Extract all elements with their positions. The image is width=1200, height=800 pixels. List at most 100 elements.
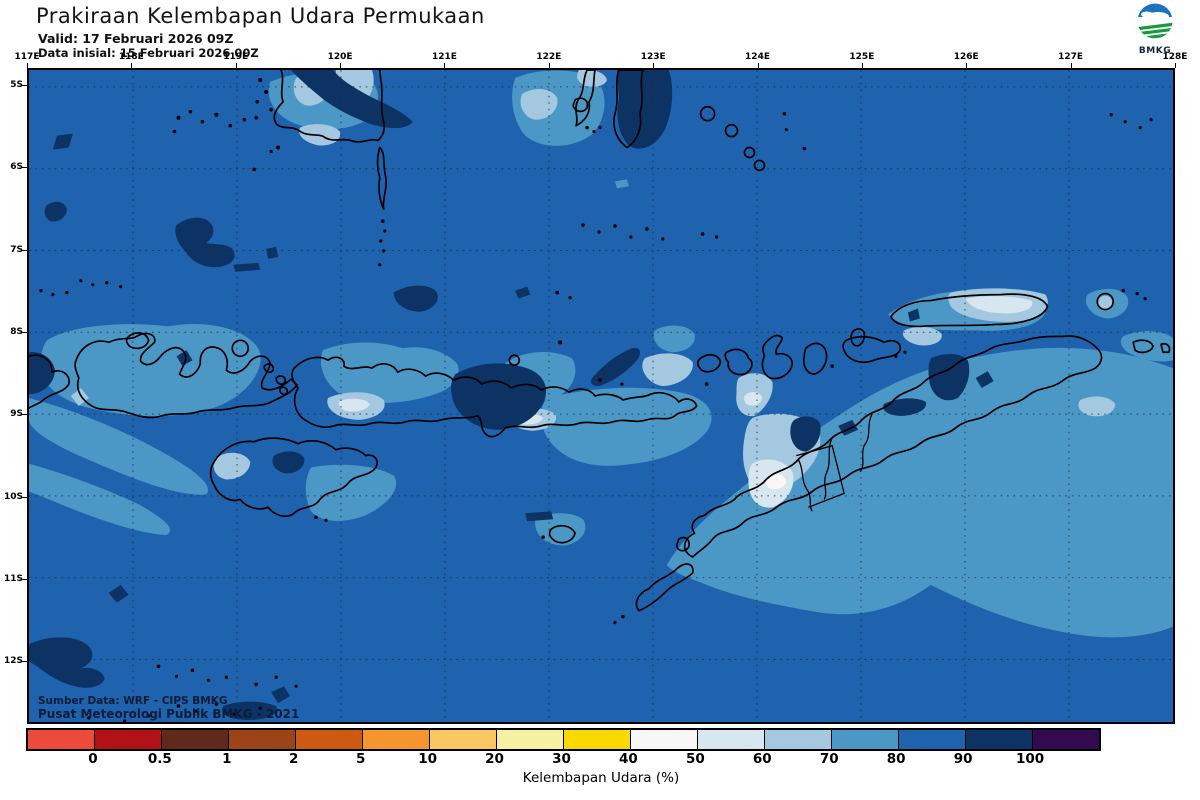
x-axis-tick-label: 126E [953,52,979,62]
colorbar-tick-label: 50 [685,751,705,767]
y-axis-tick [21,414,27,416]
x-axis-tick-label: 121E [431,52,457,62]
y-axis-tick [21,331,27,333]
valid-time-label: Valid: 17 Februari 2026 09Z [38,31,234,46]
colorbar-tick-label: 1 [222,751,232,767]
y-axis-tick [21,249,27,251]
y-axis-tick-label: 9S [10,409,23,420]
admin-borders-timor [796,413,873,512]
coastline-adonara [724,348,753,376]
humidity-40-50-contours [765,473,787,490]
coastline-alor [842,335,902,364]
source-data-label: Sumber Data: WRF - CIPS BMKG [38,695,228,707]
x-axis-tick-label: 127E [1058,52,1084,62]
colorbar-segment [832,730,899,749]
coastline-solor [696,353,722,373]
map-canvas: Sumber Data: WRF - CIPS BMKG Pusat Meteo… [27,68,1175,724]
x-axis-tick [131,63,133,68]
x-axis-tick [861,63,863,68]
bmkg-logo-label: BMKG [1138,46,1172,56]
y-axis-tick-label: 7S [10,244,23,255]
coastline-kabaena [572,97,589,113]
colorbar-segment [162,730,229,749]
coastlines [29,70,1171,612]
coastline-moyo [125,332,150,350]
coastline-buton [613,70,644,149]
colorbar-tick-label: 20 [485,751,504,767]
y-axis-tick [21,661,27,663]
x-axis-tick [653,63,655,68]
coastline-flores [291,356,698,438]
x-axis-tick-label: 123E [640,52,666,62]
colorbar-tick-label: 70 [819,751,839,767]
x-axis-tick [340,63,342,68]
bmkg-logo: BMKG [1133,2,1177,56]
humidity-colorbar [26,728,1101,751]
x-axis-tick-label: 124E [745,52,770,62]
colorbar-segment [631,730,698,749]
x-axis-tick [966,63,968,68]
colorbar-segment [765,730,832,749]
small-islands [39,77,1153,722]
publisher-label: Pusat Meteorologi Publik BMKG - 2021 [38,707,300,721]
colorbar-segment [497,730,564,749]
colorbar-tick-label: 30 [552,751,571,767]
x-axis-tick-label: 122E [536,52,562,62]
colorbar-segment [95,730,162,749]
colorbar-tick-label: 5 [355,751,366,767]
y-axis-tick [21,496,27,498]
colorbar-segment [28,730,95,749]
colorbar-tick-label: 10 [418,751,438,767]
colorbar-segment [966,730,1033,749]
x-axis-tick [1174,63,1176,68]
x-axis-tick-label: 119E [223,52,249,62]
coastline-selayar [376,146,388,210]
x-axis-tick-label: 118E [118,52,144,62]
y-axis-tick [21,578,27,580]
colorbar-segment [698,730,765,749]
y-axis-tick [21,167,27,169]
x-axis-tick-label: 117E [14,52,40,62]
coastline-rote [635,563,694,612]
page-title: Prakiraan Kelembapan Udara Permukaan [36,4,485,28]
coastline-atauro [850,328,866,347]
y-axis-tick-label: 11S [3,573,23,584]
y-axis-tick-label: 6S [10,162,23,173]
y-axis-tick [21,85,27,86]
x-axis-tick [548,63,550,68]
coastline-timor [683,335,1103,558]
coastline-semau [675,536,690,552]
y-axis-tick-label: 10S [3,491,23,502]
bmkg-logo-icon [1137,3,1173,39]
x-axis-tick [235,63,237,68]
x-axis-tick-label: 125E [849,52,875,62]
y-axis-tick-label: 12S [3,656,23,667]
coastline-sabu [548,524,576,544]
x-axis-tick [1070,63,1072,68]
colorbar-segment [229,730,296,749]
colorbar-tick-label: 100 [1015,751,1045,767]
coastline-wetar [890,293,1049,328]
colorbar-tick-label: 90 [953,751,973,767]
colorbar-tick-label: 2 [289,751,299,767]
coastline-pantar [802,342,828,375]
coastline-muna [575,70,596,127]
colorbar-segment [363,730,430,749]
colorbar-tick-label: 80 [886,751,906,767]
colorbar-tick-label: 40 [619,751,638,767]
x-axis-tick [27,63,28,68]
colorbar-tick-label: 0 [88,751,98,767]
colorbar-segment [296,730,363,749]
init-time-label: Data inisial: 15 Februari 2026 00Z [38,46,259,60]
graticule-grid [29,70,1173,722]
coastline-sangeang [231,339,250,358]
colorbar-tick-label: 0.5 [147,751,172,767]
colorbar-segment [1033,730,1099,749]
coastline-sumbawa [74,332,298,419]
coastline-lembata [761,334,794,380]
colorbar-segment [899,730,966,749]
humidity-map [29,70,1173,722]
coastline-lombok [29,354,70,409]
x-axis-tick [444,63,446,68]
colorbar-segment [564,730,631,749]
